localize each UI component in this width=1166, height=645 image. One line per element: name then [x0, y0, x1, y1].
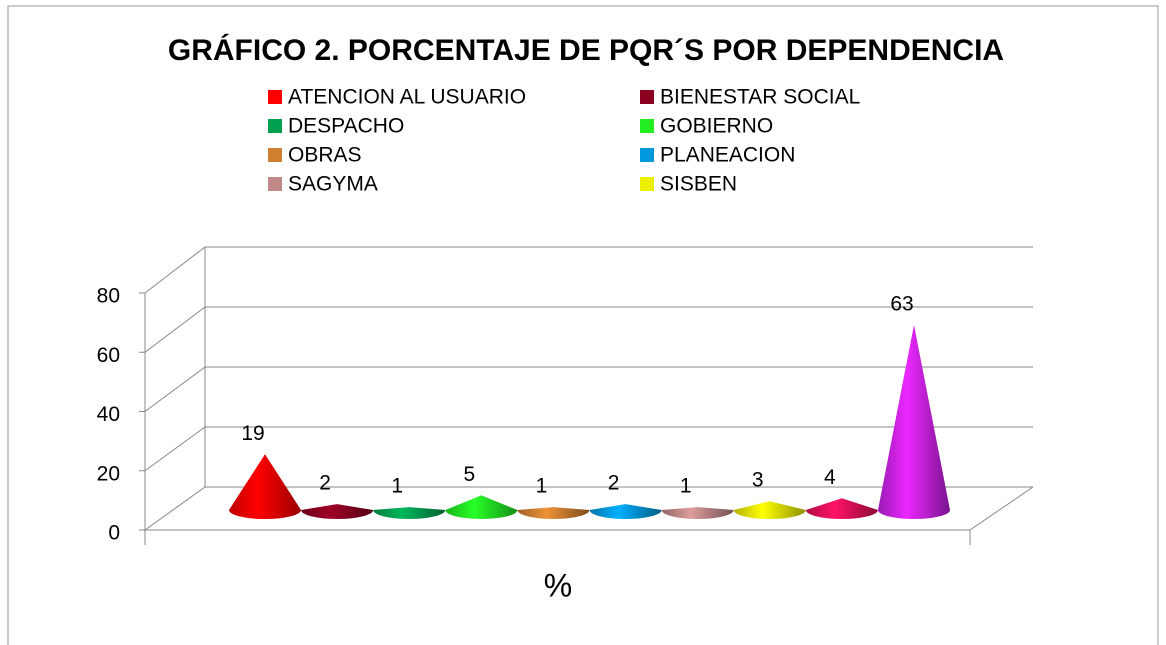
y-tick-label: 60	[97, 344, 120, 367]
legend-swatch	[268, 119, 282, 133]
y-tick-label: 0	[108, 522, 120, 545]
data-label: 2	[608, 472, 620, 495]
grid-line	[144, 486, 1033, 531]
cone	[445, 495, 518, 519]
cone	[661, 507, 734, 519]
cone	[805, 498, 878, 519]
x-axis-category: %	[544, 567, 572, 603]
cone	[229, 454, 301, 519]
cone	[589, 504, 662, 519]
legend-swatch	[640, 177, 654, 191]
legend-swatch	[268, 177, 282, 191]
grid-line	[144, 426, 1033, 472]
cone	[733, 501, 806, 519]
legend-swatch	[640, 90, 654, 104]
legend-label: SISBEN	[660, 173, 737, 196]
y-tick-label: 80	[97, 285, 120, 308]
data-label: 5	[463, 463, 475, 486]
legend-swatch	[268, 148, 282, 162]
legend-swatch	[640, 148, 654, 162]
legend-label: DESPACHO	[288, 115, 404, 138]
cone	[517, 507, 590, 519]
cone	[373, 507, 446, 519]
data-label: 3	[752, 469, 764, 492]
legend-label: GOBIERNO	[660, 115, 773, 138]
chart-title: GRÁFICO 2. PORCENTAJE DE PQR´S POR DEPEN…	[168, 33, 1004, 67]
chart-frame	[7, 5, 1159, 645]
legend-label: SAGYMA	[288, 173, 378, 196]
legend-label: BIENESTAR SOCIAL	[660, 86, 860, 109]
legend-label: PLANEACION	[660, 144, 795, 167]
legend-label: OBRAS	[288, 144, 362, 167]
data-label: 1	[680, 475, 692, 498]
grid-line	[144, 246, 1033, 294]
data-label: 19	[241, 422, 264, 445]
data-label: 1	[391, 475, 403, 498]
cone	[301, 504, 374, 519]
data-label: 1	[536, 475, 548, 498]
data-label: 4	[824, 466, 836, 489]
cone	[878, 325, 950, 519]
legend-label: ATENCION AL USUARIO	[288, 86, 526, 109]
grid-line	[144, 366, 1033, 412]
data-label: 63	[890, 293, 913, 316]
y-tick-label: 20	[97, 462, 120, 485]
y-tick-label: 40	[97, 403, 120, 426]
legend-swatch	[640, 119, 654, 133]
data-label: 2	[319, 472, 331, 495]
legend-swatch	[268, 90, 282, 104]
grid-line	[144, 306, 1033, 353]
floor-right-edge	[969, 486, 1034, 531]
